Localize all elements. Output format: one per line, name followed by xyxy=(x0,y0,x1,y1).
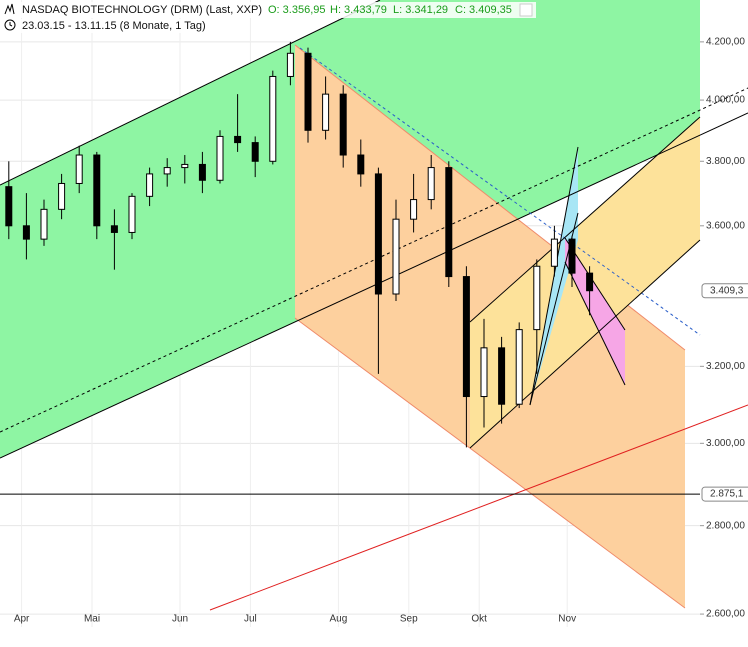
candle-body xyxy=(110,225,118,233)
y-tick-label: 4.000,00 xyxy=(706,95,745,106)
ohlc-low: L: 3.341,29 xyxy=(393,4,448,16)
settings-button[interactable] xyxy=(519,3,533,17)
clock-hands xyxy=(9,22,13,27)
x-tick-label: Jul xyxy=(244,614,257,625)
subtitle-bg xyxy=(0,19,212,33)
candle-body xyxy=(410,199,418,220)
hline-label: 2.875,1 xyxy=(710,489,744,500)
candle-body xyxy=(322,93,330,131)
candle-body xyxy=(163,167,171,175)
pink-channel xyxy=(565,238,625,385)
chart-icon xyxy=(4,3,15,15)
x-tick-label: Mai xyxy=(84,614,100,625)
candle-body xyxy=(22,225,30,240)
candle-body xyxy=(40,208,48,240)
clock-icon xyxy=(4,19,16,31)
candle-body xyxy=(498,347,506,405)
candle-body xyxy=(374,173,382,295)
candles xyxy=(0,41,700,495)
trend-line xyxy=(469,239,701,449)
x-tick-label: Nov xyxy=(558,614,576,625)
candle-body xyxy=(462,276,470,398)
header: NASDAQ BIOTECHNOLOGY (DRM) (Last, XXP) O… xyxy=(0,2,536,33)
candle-body xyxy=(586,272,594,292)
y-tick-label: 4.200,00 xyxy=(706,37,745,48)
candle-body xyxy=(216,135,224,181)
candle-body xyxy=(304,52,312,131)
candle-body xyxy=(515,329,523,405)
drawings xyxy=(0,0,748,611)
candle-body xyxy=(58,182,66,210)
header-bg xyxy=(0,2,536,18)
candle-body xyxy=(146,173,154,197)
y-tick-label: 2.600,00 xyxy=(706,609,745,620)
candle-body xyxy=(5,186,13,227)
last-price-box xyxy=(701,283,748,299)
candle-body xyxy=(234,135,242,144)
candle-body xyxy=(480,347,488,398)
hline-box xyxy=(701,486,748,502)
support-line xyxy=(209,404,748,611)
candle-body xyxy=(269,75,277,162)
candle-body xyxy=(181,163,189,169)
candle-body xyxy=(93,154,101,227)
x-tick-label: Apr xyxy=(14,614,30,625)
candle-body xyxy=(533,265,541,331)
candle-body xyxy=(339,93,347,156)
last-price-label: 3.409,3 xyxy=(710,285,744,296)
x-tick-label: Jun xyxy=(172,614,188,625)
ohlc-open: O: 3.356,95 xyxy=(268,4,326,16)
candle-body xyxy=(550,238,558,267)
candle-body xyxy=(357,154,365,175)
chart-title: NASDAQ BIOTECHNOLOGY (DRM) (Last, XXP) xyxy=(22,4,262,16)
x-tick-label: Sep xyxy=(400,614,418,625)
y-tick-label: 3.000,00 xyxy=(706,438,745,449)
y-tick-label: 2.800,00 xyxy=(706,520,745,531)
trend-line xyxy=(0,0,381,186)
candle-body xyxy=(75,154,83,184)
candle-body xyxy=(568,238,576,274)
candle-body xyxy=(427,167,435,201)
candle-body xyxy=(286,52,294,77)
median-line xyxy=(0,87,748,433)
candle-body xyxy=(445,167,453,278)
candle-body xyxy=(251,142,259,162)
y-tick-label: 3.200,00 xyxy=(706,361,745,372)
axes: 2.600,00 2.800,00 3.000,00 3.200,00 3.600,00… xyxy=(14,37,748,625)
candle-body xyxy=(128,195,136,233)
y-tick-label: 3.800,00 xyxy=(706,156,745,167)
x-tick-label: Okt xyxy=(471,614,487,625)
candle-body xyxy=(392,218,400,295)
trend-line xyxy=(469,116,701,323)
candle-body xyxy=(198,163,206,181)
ohlc-close: C: 3.409,35 xyxy=(455,4,512,16)
dotted-line xyxy=(299,47,701,336)
chart-subtitle: 23.03.15 - 13.11.15 (8 Monate, 1 Tag) xyxy=(22,20,206,32)
trend-line xyxy=(564,261,626,386)
trend-line xyxy=(0,112,748,459)
ohlc-high: H: 3.433,79 xyxy=(330,4,387,16)
y-tick-label: 3.600,00 xyxy=(706,220,745,231)
x-tick-label: Aug xyxy=(330,614,348,625)
channel-edge xyxy=(294,317,686,609)
